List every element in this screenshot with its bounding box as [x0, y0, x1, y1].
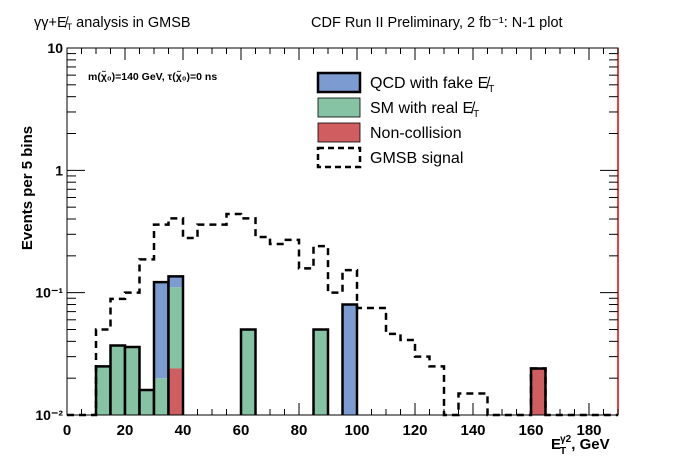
- x-tick-label: 60: [233, 422, 250, 439]
- x-axis-title: ETγ2, GeV: [551, 434, 610, 457]
- title-left: γγ+E̸T analysis in GMSB: [34, 15, 191, 32]
- x-tick-label: 120: [402, 422, 427, 439]
- legend-label: QCD with fake E̸T: [370, 75, 494, 95]
- legend-swatch: [317, 97, 361, 118]
- bar-outline: [167, 275, 185, 415]
- x-tick-label: 40: [175, 422, 192, 439]
- y-tick-label: 10⁻²: [35, 407, 63, 423]
- bar-sm: [168, 287, 183, 369]
- bar-sm: [154, 378, 169, 415]
- y-tick-label: 10: [47, 40, 63, 56]
- annotation: m(χ̃₀)=140 GeV, τ(χ̃₀)=0 ns: [88, 70, 217, 83]
- legend-label: Non-collision: [370, 125, 462, 142]
- legend-swatch: [316, 71, 362, 94]
- x-tick-label: 140: [460, 422, 485, 439]
- plot-area: 0 20 40 60 80 100 120 140 160 180 10⁻² 10⁻¹ 1 10: [35, 40, 619, 439]
- x-tick-label: 160: [518, 422, 543, 439]
- x-tick-label: 0: [63, 422, 71, 439]
- legend-label: GMSB signal: [370, 150, 463, 167]
- y-axis-title: Events per 5 bins: [19, 126, 36, 250]
- legend: QCD with fake E̸T SM with real E̸T Non-col…: [316, 71, 494, 169]
- bar-non-collision: [168, 368, 183, 415]
- bar-outline: [239, 328, 257, 415]
- y-tick-label: 10⁻¹: [35, 285, 63, 301]
- bar-sm: [313, 329, 328, 415]
- legend-swatch: [316, 146, 362, 169]
- legend-label: SM with real E̸T: [370, 100, 479, 120]
- x-tick-label: 180: [576, 422, 601, 439]
- bar-outline: [341, 303, 359, 415]
- bar-outline: [123, 345, 141, 415]
- bar-qcd: [154, 282, 169, 379]
- bar-sm: [110, 345, 125, 415]
- x-tick-label: 80: [291, 422, 308, 439]
- title-right: CDF Run II Preliminary, 2 fb⁻¹: N-1 plot: [311, 15, 563, 31]
- bar-outline: [312, 328, 330, 415]
- x-tick-label: 20: [117, 422, 134, 439]
- bar-sm: [241, 329, 256, 415]
- signal-line-gmsb: [67, 212, 618, 417]
- bar-sm: [139, 390, 154, 415]
- bar-qcd: [342, 304, 357, 415]
- bar-qcd: [168, 276, 183, 288]
- x-tick-label: 100: [344, 422, 369, 439]
- y-tick-label: 1: [55, 162, 63, 178]
- bar-non-collision: [531, 368, 546, 415]
- bar-sm: [96, 366, 111, 415]
- legend-swatch: [317, 122, 361, 143]
- bar-sm: [125, 346, 140, 415]
